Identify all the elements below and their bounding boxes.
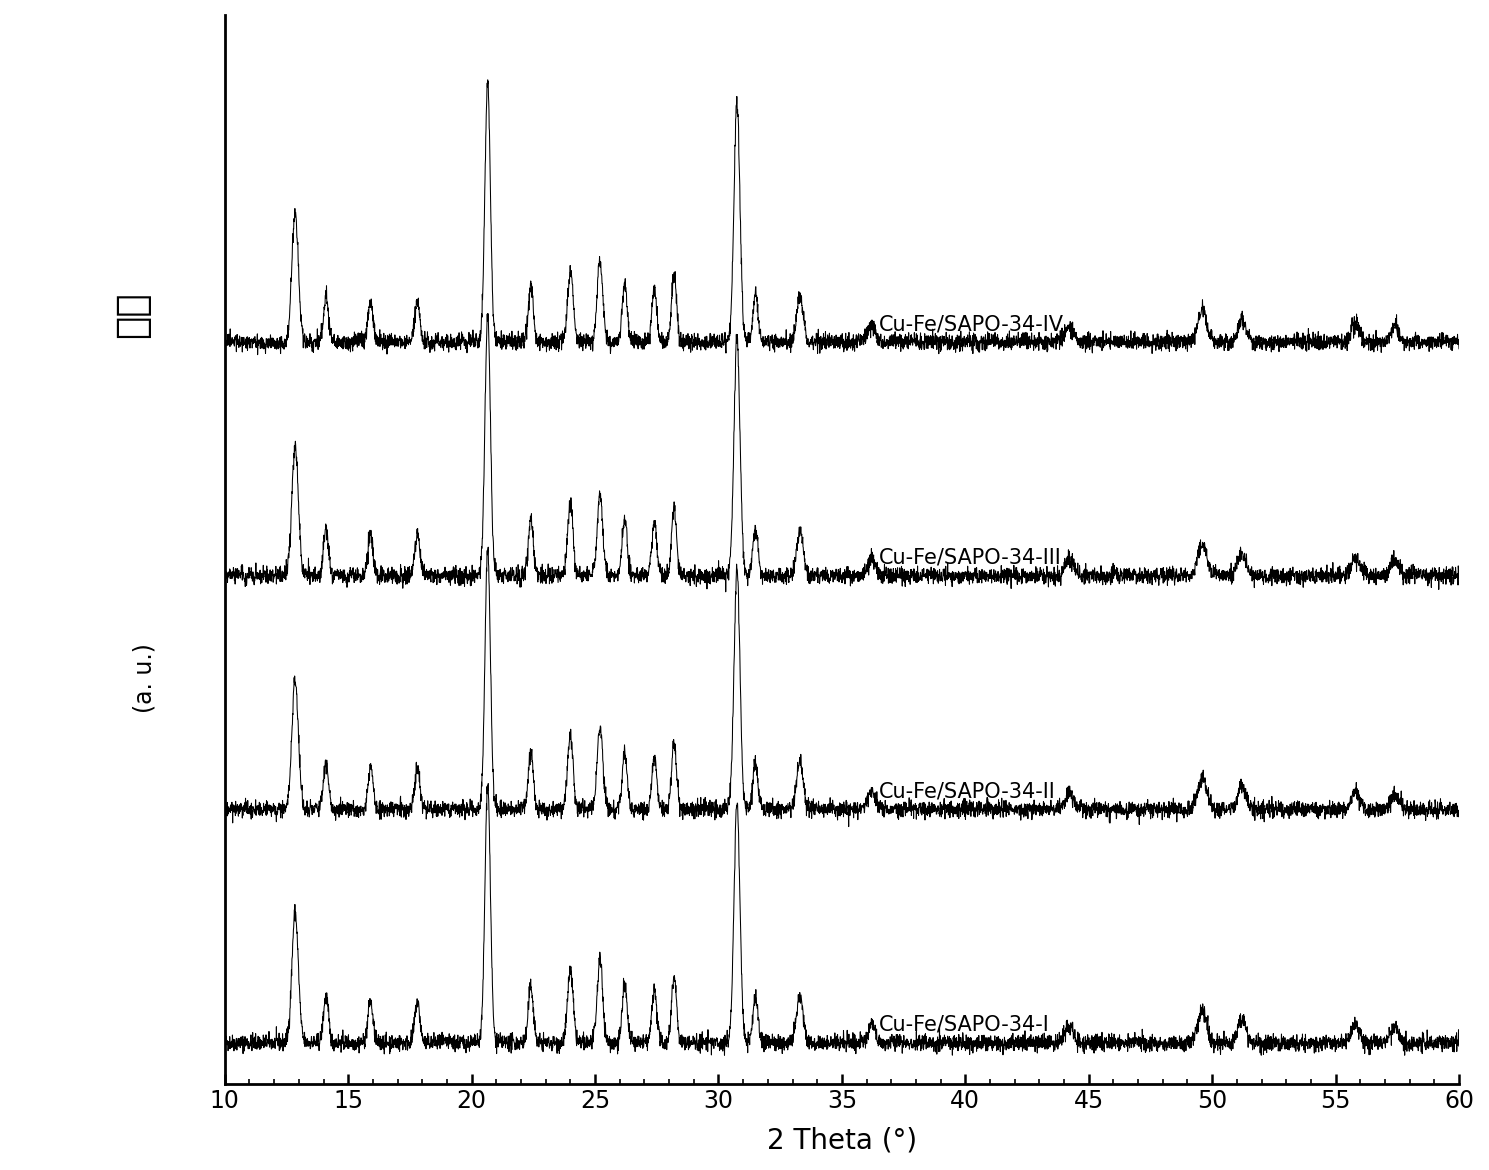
Text: 强度: 强度 (113, 291, 152, 338)
Text: Cu-Fe/SAPO-34-II: Cu-Fe/SAPO-34-II (879, 782, 1056, 801)
Text: Cu-Fe/SAPO-34-I: Cu-Fe/SAPO-34-I (879, 1014, 1050, 1035)
Text: (a. u.): (a. u.) (133, 644, 156, 713)
Text: Cu-Fe/SAPO-34-IV: Cu-Fe/SAPO-34-IV (879, 315, 1065, 335)
Text: Cu-Fe/SAPO-34-III: Cu-Fe/SAPO-34-III (879, 548, 1062, 567)
X-axis label: 2 Theta (°): 2 Theta (°) (767, 1127, 917, 1155)
